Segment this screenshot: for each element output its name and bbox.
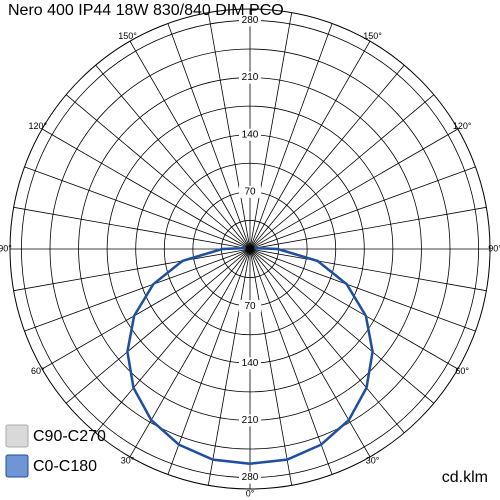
spoke <box>249 166 476 250</box>
label-bg <box>239 414 261 427</box>
angle-label: 120° <box>29 121 48 131</box>
r-tick-label: 140 <box>242 129 259 140</box>
spoke <box>24 166 251 250</box>
r-tick-label: 280 <box>242 472 259 483</box>
spoke <box>249 248 371 458</box>
legend-swatch <box>5 424 29 448</box>
spoke <box>129 248 251 458</box>
label-bg <box>239 71 261 84</box>
angle-label: 150° <box>363 31 382 41</box>
r-tick-label: 70 <box>244 301 256 312</box>
spoke <box>249 248 293 486</box>
spoke <box>13 206 251 250</box>
angle-label: 60° <box>455 366 469 376</box>
spoke <box>95 248 251 434</box>
spoke <box>249 23 333 250</box>
angle-label: 120° <box>453 121 472 131</box>
spoke <box>167 248 251 475</box>
spoke <box>249 248 333 475</box>
r-tick-label: 70 <box>244 186 256 197</box>
r-tick-label: 280 <box>242 15 259 26</box>
spoke <box>249 248 487 292</box>
label-bg <box>239 357 261 370</box>
series-curve <box>126 246 251 465</box>
spoke <box>65 248 251 404</box>
spoke <box>249 248 459 370</box>
spoke <box>65 94 251 250</box>
legend-label: C90-C270 <box>33 428 106 445</box>
r-tick-label: 210 <box>242 72 259 83</box>
spoke <box>249 40 371 250</box>
spoke <box>249 248 476 332</box>
spoke <box>207 248 251 486</box>
label-bg <box>239 14 261 27</box>
unit-label: cd.klm <box>442 469 488 486</box>
angle-label: 30° <box>121 456 135 466</box>
label-bg <box>239 128 261 141</box>
legend-swatch <box>5 454 29 478</box>
series-curve <box>249 246 374 465</box>
spoke <box>249 128 459 250</box>
spoke <box>129 40 251 250</box>
spoke <box>24 248 251 332</box>
spoke <box>249 64 405 250</box>
spoke <box>95 64 251 250</box>
label-bg <box>239 300 261 313</box>
r-tick-label: 140 <box>242 358 259 369</box>
spoke <box>249 248 435 404</box>
spoke <box>249 12 293 250</box>
angle-label: 30° <box>366 456 380 466</box>
angle-label: 60° <box>31 366 45 376</box>
legend-label: C0-C180 <box>33 458 97 475</box>
label-bg <box>239 185 261 198</box>
spoke <box>167 23 251 250</box>
spoke <box>249 94 435 250</box>
angle-label: 0° <box>246 488 255 498</box>
spoke <box>207 12 251 250</box>
angle-label: 150° <box>118 31 137 41</box>
r-tick-label: 210 <box>242 415 259 426</box>
spoke <box>41 248 251 370</box>
angle-label: 90° <box>0 243 12 253</box>
spoke <box>41 128 251 250</box>
spoke <box>249 248 405 434</box>
label-bg <box>239 471 261 484</box>
spoke <box>13 248 251 292</box>
angle-label: 90° <box>488 243 500 253</box>
spoke <box>249 206 487 250</box>
chart-title: Nero 400 IP44 18W 830/840 DIM PCO <box>8 2 284 19</box>
